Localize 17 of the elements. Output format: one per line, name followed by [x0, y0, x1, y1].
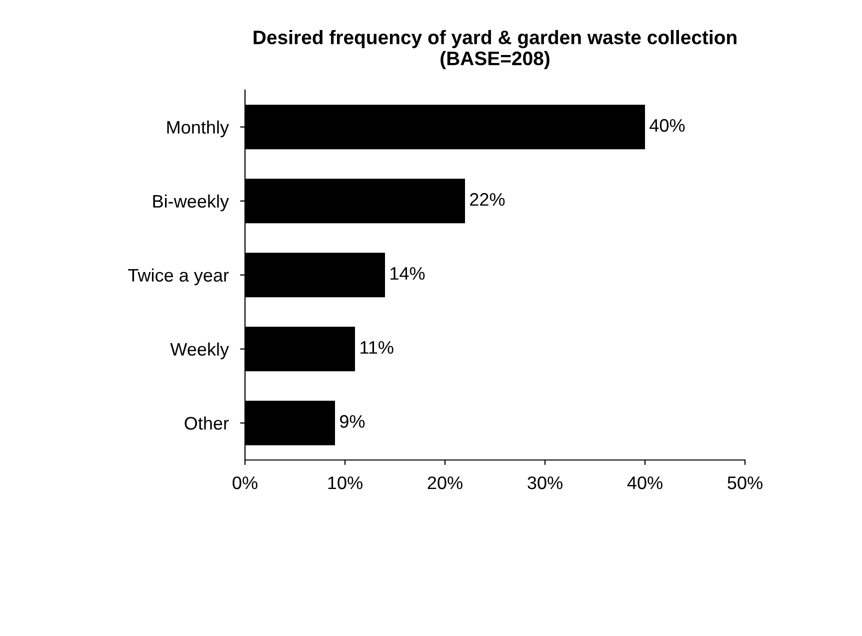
chart-title: Desired frequency of yard & garden waste collection (BASE=208) [254, 30, 736, 70]
x-tick-label: 50% [728, 476, 762, 490]
y-tick-label: Twice a year [128, 268, 229, 286]
y-tick-label: Bi-weekly [153, 194, 229, 212]
y-tick-label: Monthly [167, 120, 229, 138]
x-tick-label: 10% [328, 476, 362, 490]
data-label: 9% [340, 415, 365, 428]
y-tick-label: Weekly [170, 342, 229, 360]
data-label: 14% [390, 267, 425, 280]
x-tick-label: 30% [528, 476, 562, 490]
data-label: 11% [360, 341, 394, 354]
x-tick-label: 20% [428, 476, 462, 490]
y-tick-label: Other [184, 416, 229, 430]
data-label: 40% [650, 119, 685, 132]
x-tick-label: 0% [232, 476, 258, 490]
x-tick-label: 40% [627, 476, 662, 490]
data-label: 22% [470, 193, 505, 206]
